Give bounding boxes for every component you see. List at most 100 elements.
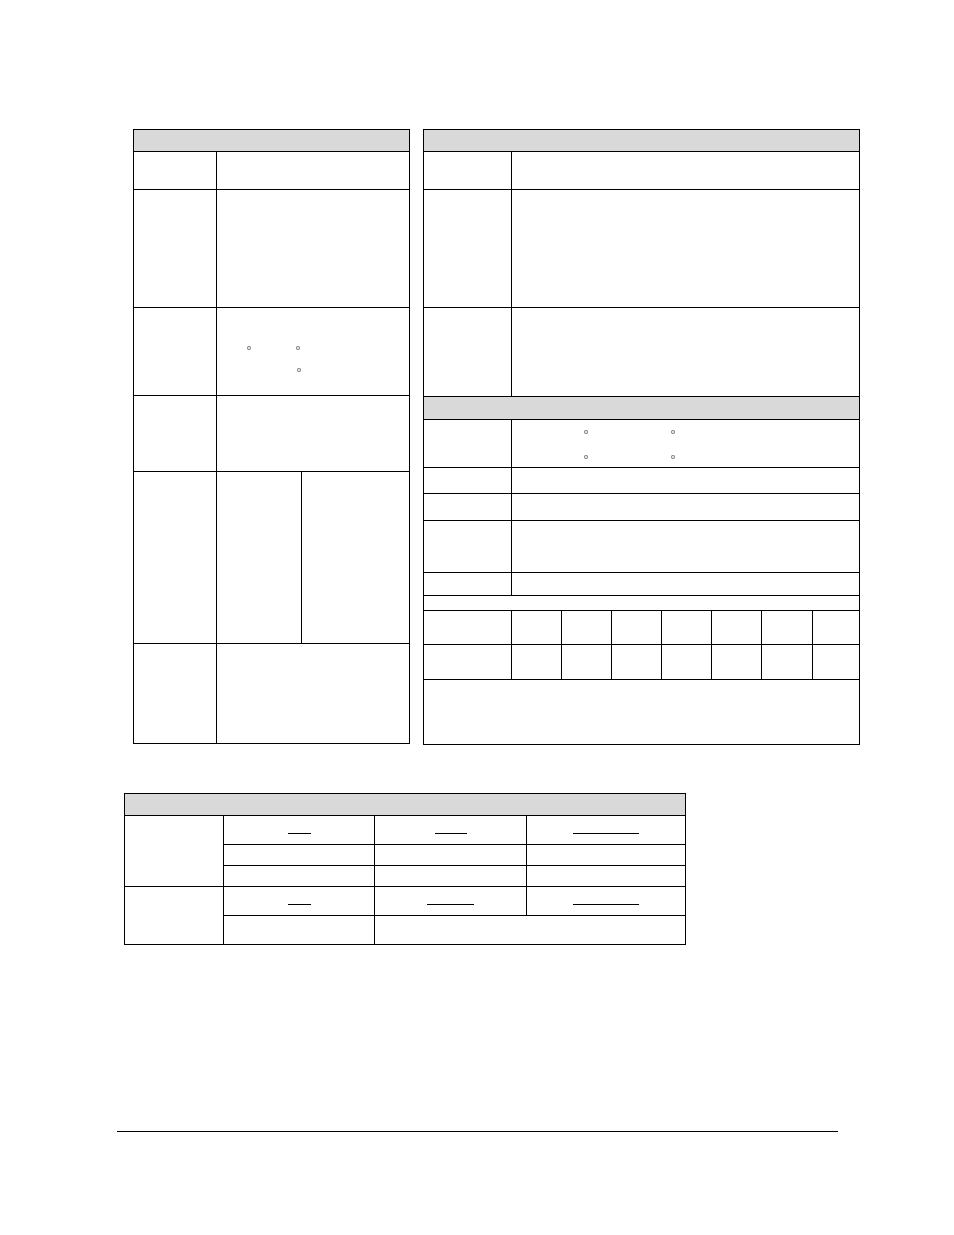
table-row [424,152,860,190]
table-row [134,644,410,744]
table-row [424,645,860,680]
dash-icon [427,904,474,905]
table-row [424,308,860,397]
cell [511,190,860,308]
header-cell [424,130,860,152]
cell [762,611,812,645]
table-row [424,596,860,611]
cell [216,152,409,190]
table-left [133,129,410,744]
cell [511,573,860,596]
cell [662,645,712,680]
cell [134,644,217,744]
cell [712,645,762,680]
page [0,0,954,1235]
table-row [134,130,410,152]
cell [375,887,527,916]
cell [527,887,686,916]
table-row [424,494,860,521]
cell [424,680,860,745]
radio-icon [671,430,675,434]
cell [375,845,527,866]
cell [223,845,375,866]
cell [223,916,375,945]
dash-icon [573,833,639,834]
table-row [134,472,410,644]
cell [424,308,512,397]
table-row [134,152,410,190]
cell [511,494,860,521]
cell [134,396,217,472]
cell [134,152,217,190]
cell [511,152,860,190]
radio-icon [584,455,588,459]
radio-icon [584,430,588,434]
radio-icon [297,368,301,372]
cell [125,887,224,945]
cell [424,152,512,190]
cell [561,645,611,680]
cell [812,645,859,680]
radio-icon [296,346,300,350]
table-row [424,130,860,152]
cell [662,611,712,645]
cell [611,611,661,645]
cell [611,645,661,680]
table-row [424,420,860,468]
cell [424,645,512,680]
table-row [134,190,410,308]
cell [223,816,375,845]
cell [125,816,224,887]
cell [424,190,512,308]
dash-icon [288,904,311,905]
table-row [424,680,860,745]
header-cell [424,397,860,420]
table-row [424,397,860,420]
dash-icon [288,833,311,834]
table-row [125,794,686,816]
cell [511,645,561,680]
cell [527,816,686,845]
header-cell [125,794,686,816]
cell [511,468,860,494]
radio-icon [247,346,251,350]
table-row [134,396,410,472]
table-row [424,611,860,645]
table-row [125,887,686,916]
cell [134,190,217,308]
dash-icon [573,904,639,905]
cell [302,472,410,644]
cell [527,866,686,887]
cell [216,308,409,396]
cell [511,521,860,573]
cell [511,611,561,645]
cell [216,472,302,644]
cell [216,396,409,472]
footer-rule [117,1131,838,1132]
cell [527,845,686,866]
cell [375,816,527,845]
cell [712,611,762,645]
cell [424,468,512,494]
cell [223,866,375,887]
cell [424,611,512,645]
cell [216,644,409,744]
cell [223,887,375,916]
cell [375,866,527,887]
cell [511,420,860,468]
cell [424,596,860,611]
table-summary [124,793,686,945]
table-row [424,573,860,596]
cell [424,494,512,521]
cell [375,916,686,945]
table-row [424,521,860,573]
table-row [424,468,860,494]
header-cell [134,130,410,152]
table-row [125,816,686,845]
table-row [424,190,860,308]
dash-icon [435,833,467,834]
table-right [423,129,860,745]
cell [216,190,409,308]
table-row [134,308,410,396]
cell [134,308,217,396]
